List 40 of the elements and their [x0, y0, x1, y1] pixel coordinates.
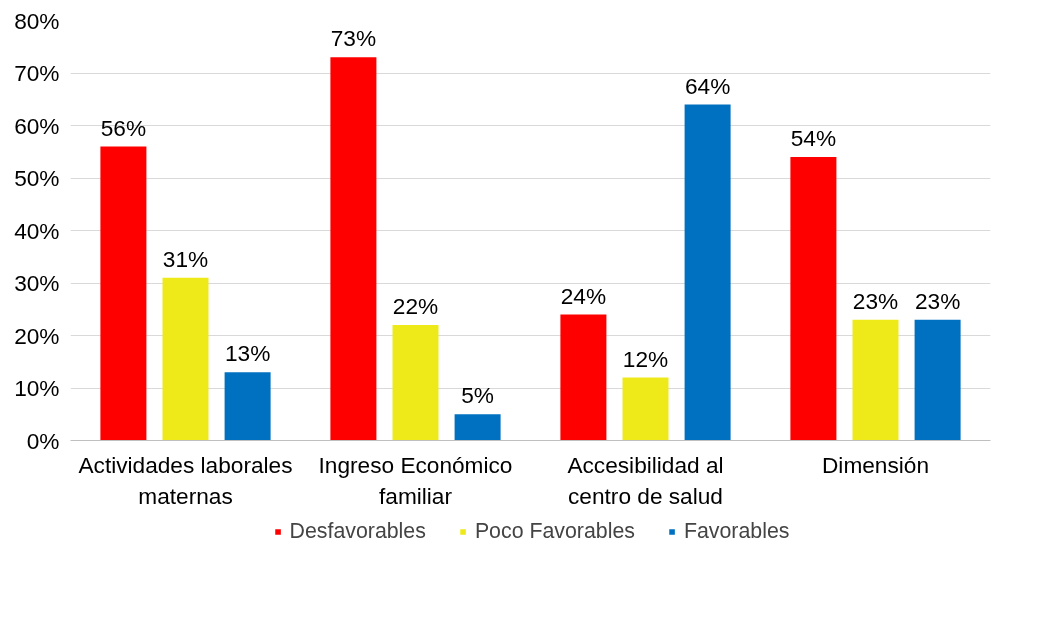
y-tick-label: 50%: [14, 165, 60, 191]
data-label: 22%: [392, 293, 439, 319]
legend-label: Desfavorables: [289, 518, 426, 544]
x-tick-label: Accesibilidad al centro de salud: [567, 451, 724, 509]
bar: [790, 157, 837, 441]
bar: [392, 325, 439, 441]
bar: [162, 277, 209, 441]
y-tick-label: 40%: [14, 217, 60, 244]
bar: [224, 372, 271, 441]
data-label: 23%: [914, 287, 961, 314]
y-tick-label: 10%: [14, 375, 60, 401]
x-tick-label: Actividades laborales maternas: [78, 451, 293, 509]
bar: [622, 377, 669, 441]
data-label: 13%: [224, 340, 271, 367]
y-tick-label: 0%: [26, 427, 60, 454]
bar: [560, 314, 607, 441]
data-label: 54%: [790, 125, 837, 151]
data-label: 5%: [461, 382, 494, 409]
data-label: 24%: [560, 282, 607, 309]
bar: [684, 104, 731, 441]
legend-label: Poco Favorables: [474, 518, 635, 544]
legend-label: Favorables: [683, 518, 790, 544]
bar: [330, 57, 377, 441]
bar: [100, 146, 147, 441]
y-tick-label: 80%: [14, 7, 60, 34]
y-tick-label: 20%: [14, 322, 60, 349]
data-label: 23%: [852, 287, 899, 314]
bar: [454, 414, 501, 441]
data-label: 64%: [684, 72, 731, 99]
y-tick-label: 70%: [14, 60, 60, 86]
data-label: 31%: [162, 245, 209, 272]
data-label: 12%: [622, 345, 669, 372]
bar: [914, 319, 961, 441]
data-label: 73%: [330, 25, 377, 52]
y-tick-label: 30%: [14, 270, 60, 296]
y-tick-label: 60%: [14, 112, 60, 139]
x-tick-label: Dimensión: [821, 451, 930, 478]
data-label: 56%: [100, 114, 147, 141]
bar: [852, 319, 899, 441]
x-tick-label: Ingreso Económico familiar: [318, 451, 513, 509]
